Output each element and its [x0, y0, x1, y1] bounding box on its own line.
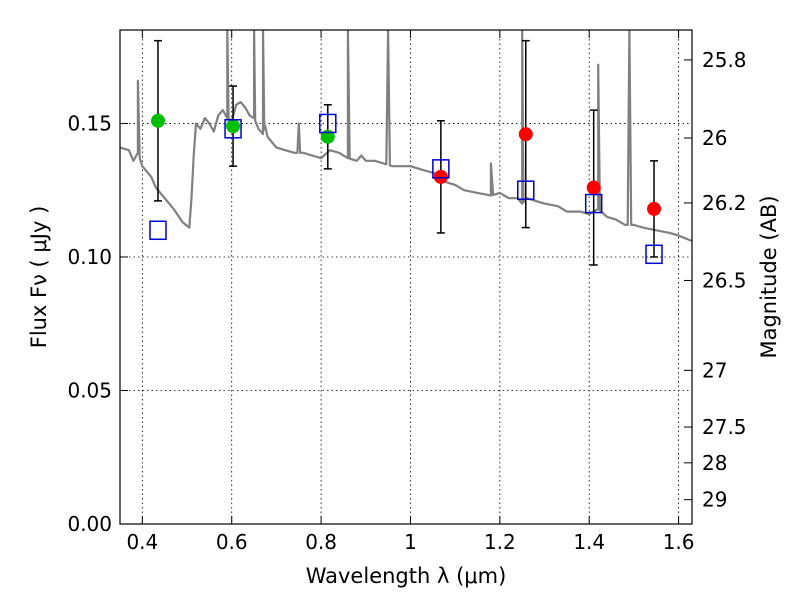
x-tick-label: 0.6	[216, 530, 248, 554]
data-point	[226, 119, 241, 134]
x-tick-label: 1	[404, 530, 417, 554]
x-tick-label: 1.2	[484, 530, 516, 554]
x-tick-label: 0.4	[126, 530, 158, 554]
model-band-point	[517, 180, 535, 200]
x-tick-label: 0.8	[305, 530, 337, 554]
y-tick-label: 0.15	[67, 111, 112, 135]
mag-tick-label: 26.2	[702, 191, 747, 215]
y-tick-label: 0.00	[67, 512, 112, 536]
model-band-point	[224, 119, 242, 139]
x-tick-label: 1.6	[663, 530, 695, 554]
data-point	[586, 180, 601, 195]
x-tick-label: 1.4	[573, 530, 605, 554]
x-axis: 0.4 0.6 0.8 1 1.2 1.4 1.6	[126, 30, 695, 554]
model-band-point	[645, 244, 663, 265]
model-band-point	[149, 220, 167, 241]
y-axis-left: 0.00 0.05 0.10 0.15	[67, 111, 128, 536]
model-spectrum-line	[120, 30, 692, 243]
data-point	[150, 113, 165, 128]
model-band-point	[584, 193, 603, 214]
model-band-point	[432, 159, 450, 179]
y2-axis-title: Magnitude (AB)	[757, 195, 781, 358]
grid-lines	[120, 30, 692, 524]
mag-tick-label: 29	[702, 488, 727, 512]
y-axis-title: Flux Fν ( μJy )	[27, 206, 51, 349]
model-band-point	[319, 113, 337, 134]
y-tick-label: 0.10	[67, 245, 112, 269]
data-point	[320, 129, 335, 144]
mag-tick-label: 26	[702, 126, 727, 150]
mag-tick-label: 26.5	[702, 268, 747, 292]
mag-tick-label: 27	[702, 358, 727, 382]
data-point	[647, 201, 662, 216]
y-axis-right: 25.8 26 26.2 26.5 27 27.5 28 29	[684, 48, 747, 512]
data-point	[433, 169, 448, 184]
plot-frame	[119, 29, 693, 525]
x-axis-title: Wavelength λ (μm)	[306, 564, 507, 588]
mag-tick-label: 28	[702, 451, 727, 475]
y-tick-label: 0.05	[67, 378, 112, 402]
mag-tick-label: 27.5	[702, 415, 747, 439]
mag-tick-label: 25.8	[702, 48, 747, 72]
data-point	[518, 127, 533, 142]
plot-area	[120, 30, 692, 266]
